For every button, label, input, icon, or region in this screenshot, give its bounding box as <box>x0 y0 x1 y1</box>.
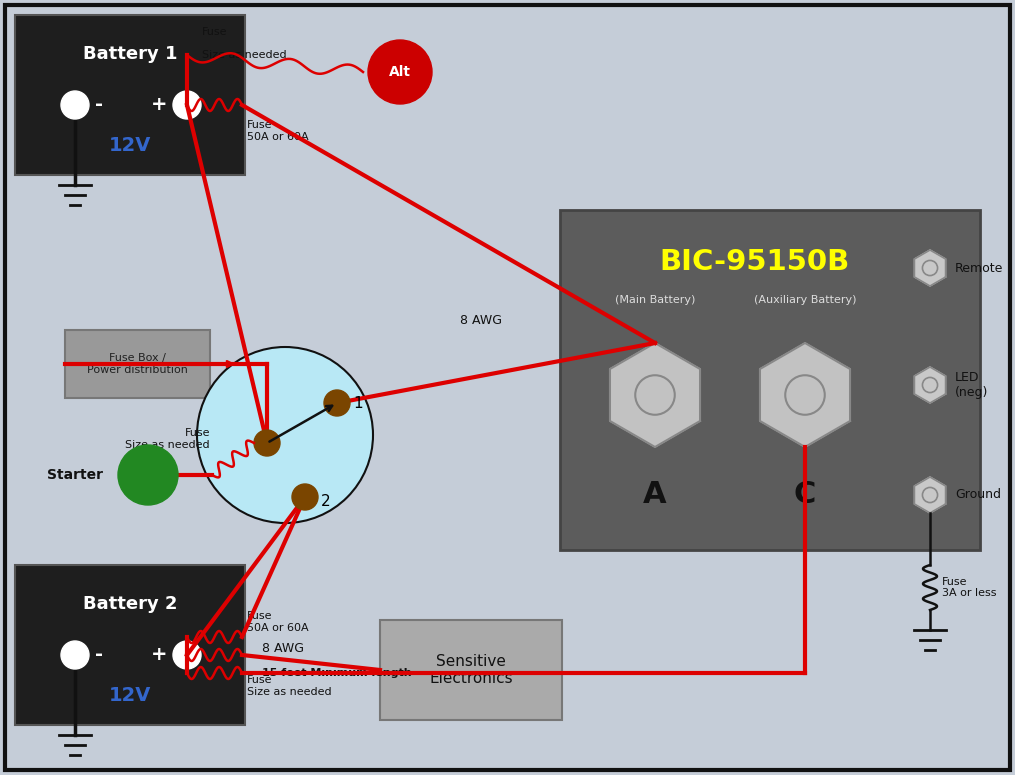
Text: Remote: Remote <box>955 261 1004 274</box>
Text: 8 AWG: 8 AWG <box>262 642 304 655</box>
Text: (Auxiliary Battery): (Auxiliary Battery) <box>754 295 857 305</box>
Text: Fuse
3A or less: Fuse 3A or less <box>942 577 997 598</box>
Text: -: - <box>95 95 103 115</box>
Polygon shape <box>915 367 946 403</box>
Circle shape <box>61 91 89 119</box>
Circle shape <box>254 430 280 456</box>
FancyBboxPatch shape <box>65 330 210 398</box>
Text: Battery 1: Battery 1 <box>83 45 178 63</box>
Polygon shape <box>610 343 700 447</box>
Text: +: + <box>150 95 167 115</box>
Text: 8 AWG: 8 AWG <box>460 314 502 326</box>
Text: Alt: Alt <box>389 65 411 79</box>
FancyBboxPatch shape <box>380 620 562 720</box>
Circle shape <box>118 445 178 505</box>
Text: Sensitive
Electronics: Sensitive Electronics <box>429 654 513 686</box>
Text: A: A <box>644 480 667 509</box>
Text: Fuse
50A or 60A: Fuse 50A or 60A <box>247 120 309 142</box>
Circle shape <box>61 641 89 669</box>
Text: Fuse
Size as needed: Fuse Size as needed <box>247 675 332 697</box>
Text: 2: 2 <box>321 494 331 509</box>
Text: Fuse Box /
Power distribution: Fuse Box / Power distribution <box>87 353 188 375</box>
Text: 1: 1 <box>353 395 362 411</box>
Polygon shape <box>760 343 850 447</box>
Circle shape <box>173 91 201 119</box>
Text: 12V: 12V <box>109 686 151 705</box>
Circle shape <box>324 390 350 416</box>
Circle shape <box>368 40 432 104</box>
Text: Fuse
50A or 60A: Fuse 50A or 60A <box>247 611 309 633</box>
Circle shape <box>197 347 373 523</box>
Polygon shape <box>915 477 946 513</box>
Polygon shape <box>915 250 946 286</box>
Text: Battery 2: Battery 2 <box>83 595 178 613</box>
Text: Ground: Ground <box>955 488 1001 501</box>
Text: 15 feet Mınımum length: 15 feet Mınımum length <box>262 668 412 678</box>
Text: +: + <box>150 646 167 664</box>
Text: Size as needed: Size as needed <box>202 50 286 60</box>
Text: C: C <box>794 480 816 509</box>
Circle shape <box>173 641 201 669</box>
FancyBboxPatch shape <box>560 210 980 550</box>
Circle shape <box>292 484 318 510</box>
Text: LED
(neg): LED (neg) <box>955 371 989 399</box>
FancyBboxPatch shape <box>15 15 245 175</box>
Text: Fuse: Fuse <box>202 27 227 37</box>
Text: 12V: 12V <box>109 136 151 155</box>
Text: BIC-95150B: BIC-95150B <box>660 248 851 276</box>
FancyBboxPatch shape <box>15 565 245 725</box>
Text: Fuse
Size as needed: Fuse Size as needed <box>126 429 210 450</box>
Text: (Main Battery): (Main Battery) <box>615 295 695 305</box>
Text: Starter: Starter <box>47 468 103 482</box>
Text: -: - <box>95 646 103 664</box>
